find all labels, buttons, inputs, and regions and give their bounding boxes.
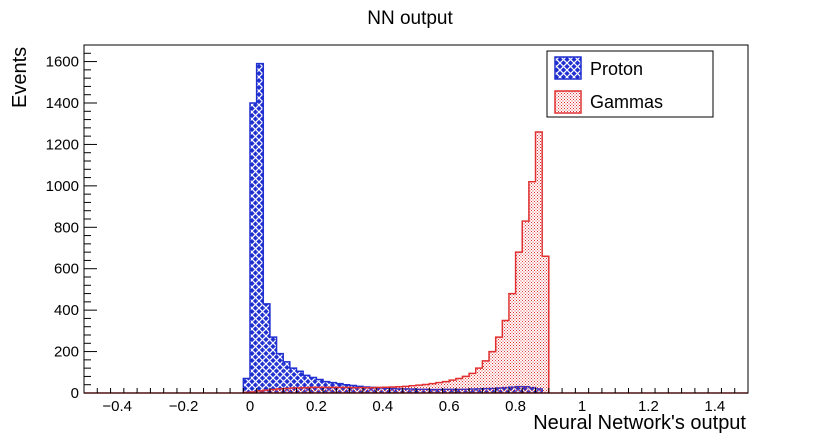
proton-bar: [296, 371, 304, 393]
y-tick-label: 800: [54, 219, 79, 236]
x-tick-label: 0.4: [372, 398, 393, 415]
gammas-bar: [515, 252, 523, 393]
proton-bar: [316, 379, 324, 393]
gammas-bar: [482, 360, 490, 393]
y-tick-label: 1200: [46, 136, 79, 153]
gammas-bar: [442, 381, 450, 393]
x-tick-label: 0.2: [306, 398, 327, 415]
gammas-bar: [502, 320, 509, 393]
gammas-bar: [475, 368, 483, 393]
x-tick-label: 0: [246, 398, 254, 415]
gammas-bar: [542, 256, 549, 393]
gammas-bar: [528, 181, 536, 393]
gammas-bar: [376, 387, 383, 393]
x-tick-label: 0.8: [505, 398, 526, 415]
y-axis: 0 200 400 600 800 1000 1200 1400 1600: [46, 44, 97, 402]
gammas-bar: [389, 386, 397, 393]
gammas-bar: [269, 389, 277, 393]
proton-bar: [256, 63, 264, 393]
gammas-bar: [309, 387, 317, 393]
x-axis: −0.4 −0.2 0 0.2 0.4 0.6 0.8 1 1.2 1.4: [83, 388, 749, 415]
y-tick-label: 200: [54, 344, 79, 361]
gammas-bar: [256, 390, 264, 393]
y-tick-label: 600: [54, 261, 79, 278]
y-axis-label: Events: [9, 47, 31, 108]
gammas-bar: [276, 388, 284, 393]
gammas-bar: [289, 388, 297, 393]
y-tick-label: 1600: [46, 54, 79, 71]
x-tick-label: 0.6: [439, 398, 460, 415]
x-tick-label: −0.4: [102, 398, 132, 415]
gammas-bar: [263, 390, 270, 393]
proton-bar: [269, 337, 277, 393]
gammas-bar: [296, 387, 304, 393]
y-tick-label: 0: [71, 385, 79, 402]
proton-bar: [250, 103, 257, 393]
legend-gammas-swatch: [554, 90, 582, 114]
gammas-bar: [508, 293, 516, 393]
gammas-bar: [416, 385, 423, 393]
gammas-bar: [449, 380, 456, 393]
gammas-bar: [522, 221, 529, 393]
gammas-bar: [336, 387, 343, 393]
gammas-bar: [362, 387, 370, 393]
y-tick-label: 400: [54, 302, 79, 319]
gammas-outline: [242, 131, 550, 394]
y-tick-label: 1400: [46, 95, 79, 112]
proton-bar: [309, 377, 317, 393]
gammas-bar: [402, 386, 410, 393]
legend-gammas-label: Gammas: [590, 92, 663, 112]
legend-proton-swatch: [554, 56, 582, 80]
gammas-bar: [316, 387, 324, 393]
gammas-bar: [495, 337, 503, 393]
gammas-bar: [349, 387, 357, 393]
gammas-bar: [435, 382, 443, 393]
x-axis-label: Neural Network's output: [533, 412, 746, 434]
gammas-bar: [422, 384, 430, 393]
gammas-bar: [489, 351, 496, 393]
gammas-bar: [342, 387, 350, 393]
gammas-bar: [303, 387, 310, 393]
gammas-bar: [409, 385, 416, 393]
gammas-bar: [356, 387, 363, 393]
y-tick-label: 1000: [46, 178, 79, 195]
gammas-bar: [283, 388, 290, 393]
legend-proton-label: Proton: [590, 59, 643, 79]
gammas-bar: [396, 386, 403, 393]
proton-bar: [289, 368, 297, 393]
gammas-bar: [369, 387, 377, 393]
proton-bar: [243, 378, 250, 393]
proton-bar: [263, 303, 270, 393]
gammas-bar: [469, 373, 476, 393]
gammas-bar: [329, 387, 337, 393]
gammas-bar: [323, 387, 330, 393]
x-tick-label: 1.4: [704, 398, 725, 415]
x-tick-label: 1: [578, 398, 586, 415]
proton-bar: [276, 353, 284, 393]
gammas-bar: [462, 376, 470, 393]
gammas-bar: [455, 378, 463, 393]
proton-bar: [283, 361, 290, 393]
gammas-bar: [382, 387, 390, 393]
x-tick-label: −0.2: [169, 398, 199, 415]
chart-title: NN output: [367, 8, 453, 29]
legend: Proton Gammas: [546, 50, 714, 118]
gammas-series: [84, 131, 748, 394]
gammas-bar: [535, 132, 543, 393]
x-tick-label: 1.2: [638, 398, 659, 415]
proton-bar: [303, 375, 310, 393]
gammas-bar: [429, 383, 436, 393]
